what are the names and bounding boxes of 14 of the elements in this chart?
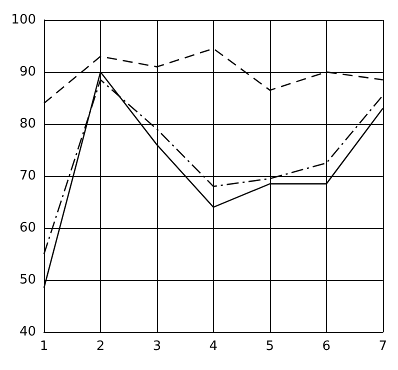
- x-tick-label: 3: [152, 339, 162, 354]
- y-tick-label: 90: [19, 64, 36, 80]
- x-tick-label: 6: [322, 339, 331, 354]
- y-tick-label: 80: [19, 116, 36, 132]
- x-tick-label: 1: [40, 339, 48, 354]
- y-tick-label: 70: [19, 168, 36, 184]
- x-tick-label: 4: [209, 339, 218, 354]
- x-tick-label: 2: [96, 339, 105, 354]
- x-tick-label: 5: [266, 339, 274, 354]
- y-tick-label: 60: [19, 220, 36, 236]
- y-tick-label: 50: [19, 272, 36, 288]
- x-tick-label: 7: [378, 339, 388, 354]
- y-tick-label: 40: [19, 324, 36, 340]
- y-tick-label: 100: [11, 12, 36, 28]
